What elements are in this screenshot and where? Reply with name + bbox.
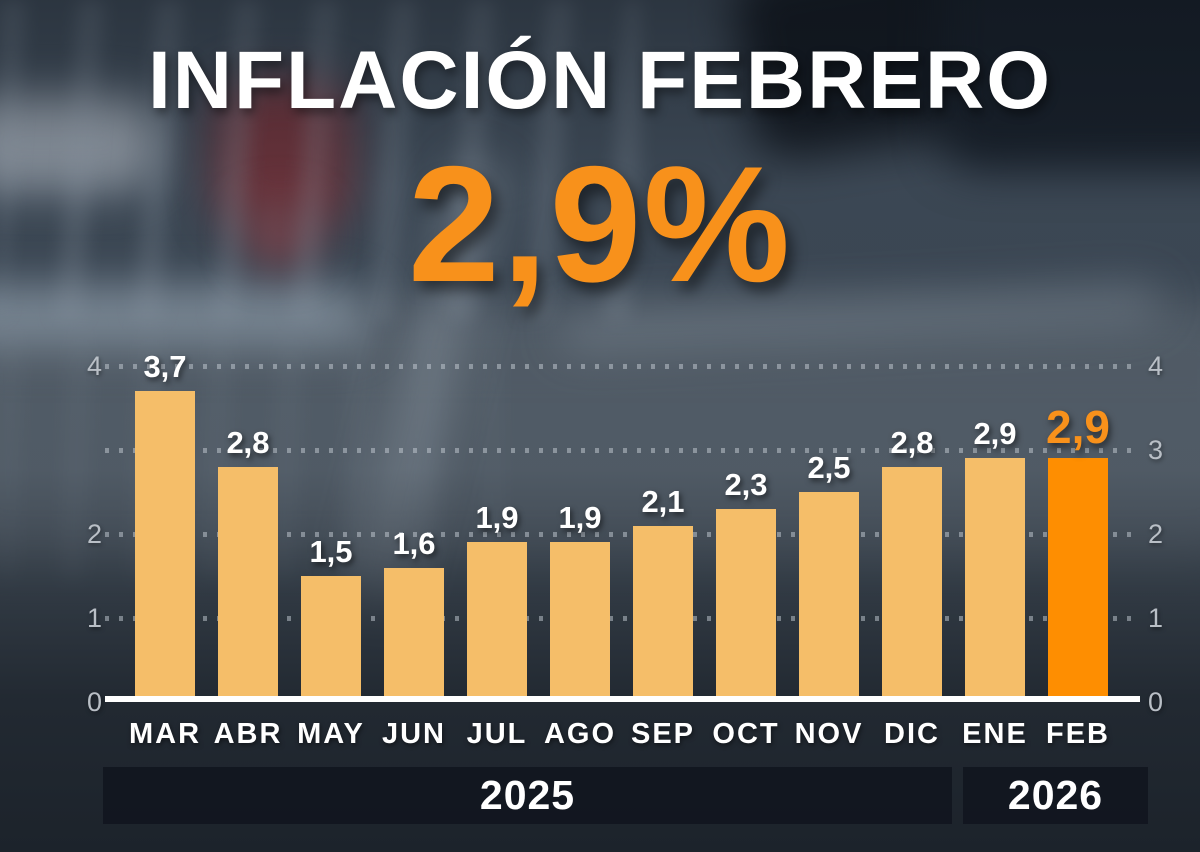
bar-oct	[716, 508, 776, 696]
bar-may	[301, 576, 361, 696]
bar-value-label-sep: 2,1	[641, 483, 685, 519]
x-axis-label-jul: JUL	[466, 718, 528, 750]
x-axis-label-mar: MAR	[128, 718, 202, 750]
gridline-3	[105, 448, 1140, 453]
x-axis-label-nov: NOV	[794, 718, 864, 750]
y-axis-tick-right-2: 2	[1148, 519, 1164, 549]
gridline-2	[105, 532, 1140, 537]
x-axis-label-dic: DIC	[884, 718, 940, 750]
year-label: 2026	[1007, 772, 1104, 818]
year-label: 2025	[479, 772, 576, 818]
x-axis-label-sep: SEP	[630, 718, 696, 750]
x-axis-label-abr: ABR	[213, 718, 283, 750]
year-band-2026: 2026	[963, 767, 1148, 824]
bar-ago	[550, 542, 610, 696]
x-axis-line	[105, 696, 1140, 702]
x-axis-label-feb: FEB	[1046, 718, 1110, 750]
x-axis-label-jun: JUN	[381, 718, 446, 750]
bar-value-label-abr: 2,8	[226, 424, 270, 460]
bar-abr	[218, 466, 278, 696]
x-axis-label-ene: ENE	[962, 718, 1028, 750]
bar-mar	[135, 391, 195, 696]
bar-value-label-may: 1,5	[309, 534, 353, 569]
y-axis-tick-right-3: 3	[1148, 435, 1164, 465]
x-axis-label-oct: OCT	[712, 718, 780, 750]
bar-value-label-feb: 2,9	[1046, 401, 1110, 454]
y-axis-tick-left-2: 2	[86, 519, 102, 549]
y-axis-tick-right-1: 1	[1148, 603, 1164, 633]
bar-value-label-nov: 2,5	[807, 450, 851, 485]
bar-value-label-mar: 3,7	[143, 349, 187, 385]
bar-value-label-oct: 2,3	[724, 466, 768, 502]
x-axis-label-ago: AGO	[543, 718, 617, 750]
bar-ene	[965, 458, 1025, 696]
bar-sep	[633, 525, 693, 696]
year-band-2025: 2025	[103, 767, 952, 824]
bar-value-label-ene: 2,9	[973, 416, 1017, 452]
y-axis-tick-right-4: 4	[1148, 351, 1164, 381]
y-axis-tick-right-0: 0	[1148, 687, 1164, 717]
bar-value-label-dic: 2,8	[890, 424, 934, 460]
bar-jul	[467, 542, 527, 696]
bar-jun	[384, 567, 444, 696]
y-axis-tick-left-4: 4	[86, 351, 102, 381]
bar-dic	[882, 466, 942, 696]
bar-feb	[1048, 458, 1108, 696]
headline-value: 2,9%	[407, 132, 793, 316]
x-axis-label-may: MAY	[297, 718, 365, 750]
y-axis-tick-left-1: 1	[86, 603, 102, 633]
gridline-1	[105, 616, 1140, 621]
bar-value-label-jul: 1,9	[475, 500, 519, 536]
bar-nov	[799, 492, 859, 696]
gridline-4	[105, 364, 1140, 369]
bar-value-label-ago: 1,9	[558, 500, 602, 536]
page-title: INFLACIÓN FEBRERO	[147, 35, 1053, 126]
bar-value-label-jun: 1,6	[392, 525, 436, 561]
y-axis-tick-left-0: 0	[86, 687, 102, 717]
